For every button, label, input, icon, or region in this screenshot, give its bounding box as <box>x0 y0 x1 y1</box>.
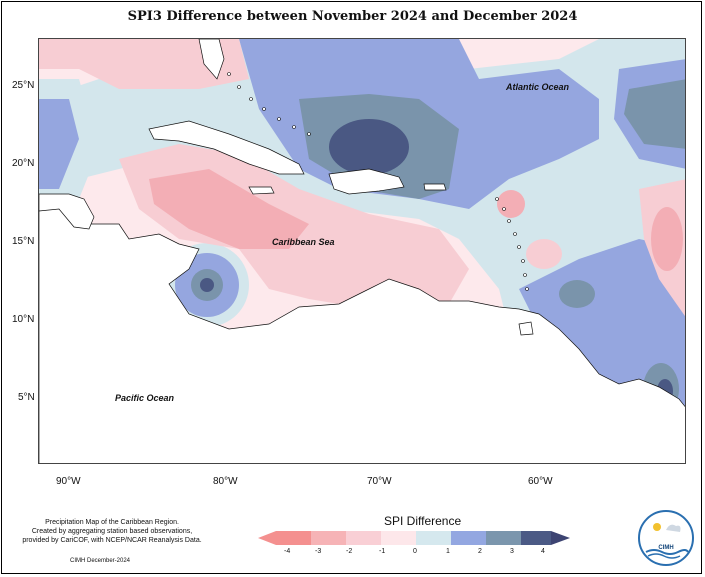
strong-positive-northeast <box>624 79 685 149</box>
lat-label-10n: 10°N <box>12 314 35 325</box>
legend-tick-neg1: -1 <box>379 548 386 555</box>
map-title: SPI3 Difference between November 2024 an… <box>127 9 578 24</box>
cimh-logo: CIMH <box>638 510 694 566</box>
logo-text: CIMH <box>658 545 674 551</box>
colorbar-arrow-right <box>551 531 570 545</box>
strong-negative-east <box>651 207 683 271</box>
trinidad <box>518 321 534 336</box>
spi-map <box>39 39 685 463</box>
negative-spot-windward <box>526 239 562 269</box>
pacific-ocean-label: Pacific Ocean <box>115 393 175 403</box>
hispaniola <box>328 168 405 195</box>
jamaica <box>248 186 275 195</box>
lat-label-25n: 25°N <box>12 80 35 91</box>
colorbar-bin-1 <box>276 531 311 545</box>
colorbar-bin-6 <box>451 531 486 545</box>
colorbar-bin-8 <box>521 531 551 545</box>
legend-tick-3: 3 <box>510 548 514 555</box>
colorbar-bin-3 <box>346 531 381 545</box>
credit-line-1: Precipitation Map of the Caribbean Regio… <box>45 519 179 526</box>
legend-tick-1: 1 <box>446 548 450 555</box>
lon-label-70w: 70°W <box>367 476 392 487</box>
negative-spot-lesser-antilles <box>497 190 525 218</box>
colorbar <box>258 531 570 545</box>
lon-label-80w: 80°W <box>213 476 238 487</box>
strongest-positive-core <box>329 119 409 175</box>
bahamas <box>227 72 311 136</box>
legend-tick-neg3: -3 <box>315 548 322 555</box>
lat-label-5n: 5°N <box>18 392 35 403</box>
sun-icon <box>653 523 661 531</box>
colorbar-bin-7 <box>486 531 521 545</box>
colorbar-bin-5 <box>416 531 451 545</box>
legend-tick-0: 0 <box>413 548 417 555</box>
legend-tick-neg4: -4 <box>284 548 291 555</box>
florida <box>198 39 225 80</box>
legend-title: SPI Difference <box>384 514 462 528</box>
positive-region-west <box>39 99 79 189</box>
cuba <box>148 120 305 175</box>
cloud-icon <box>666 524 681 532</box>
lon-label-60w: 60°W <box>528 476 553 487</box>
atlantic-ocean-label: Atlantic Ocean <box>506 82 570 92</box>
strongest-positive-circle <box>200 278 214 292</box>
credit-line-3: provided by CariCOF, with NCEP/NCAR Rean… <box>22 537 202 544</box>
strong-negative-caribbean <box>149 169 309 249</box>
lon-label-90w: 90°W <box>56 476 81 487</box>
lesser-antilles <box>495 197 529 291</box>
colorbar-bin-2 <box>311 531 346 545</box>
credit-text: Precipitation Map of the Caribbean Regio… <box>12 518 212 545</box>
map-area <box>38 38 686 464</box>
lat-label-15n: 15°N <box>12 236 35 247</box>
credit-date: CIMH December-2024 <box>70 558 131 564</box>
logo-icon <box>645 523 689 559</box>
legend-tick-neg2: -2 <box>346 548 353 555</box>
colorbar-bin-4 <box>381 531 416 545</box>
negative-region-north <box>39 39 249 89</box>
puerto-rico <box>423 183 447 191</box>
legend-tick-2: 2 <box>478 548 482 555</box>
colorbar-arrow-left <box>258 531 276 545</box>
strong-positive-spot-1 <box>559 280 595 308</box>
credit-line-2: Created by aggregating station based obs… <box>31 528 193 535</box>
legend-tick-4: 4 <box>541 548 545 555</box>
lat-label-20n: 20°N <box>12 158 35 169</box>
caribbean-sea-label: Caribbean Sea <box>272 237 335 247</box>
mainland-landmass <box>39 198 685 463</box>
yucatan-peninsula <box>39 193 95 230</box>
wave-icon <box>645 549 689 555</box>
